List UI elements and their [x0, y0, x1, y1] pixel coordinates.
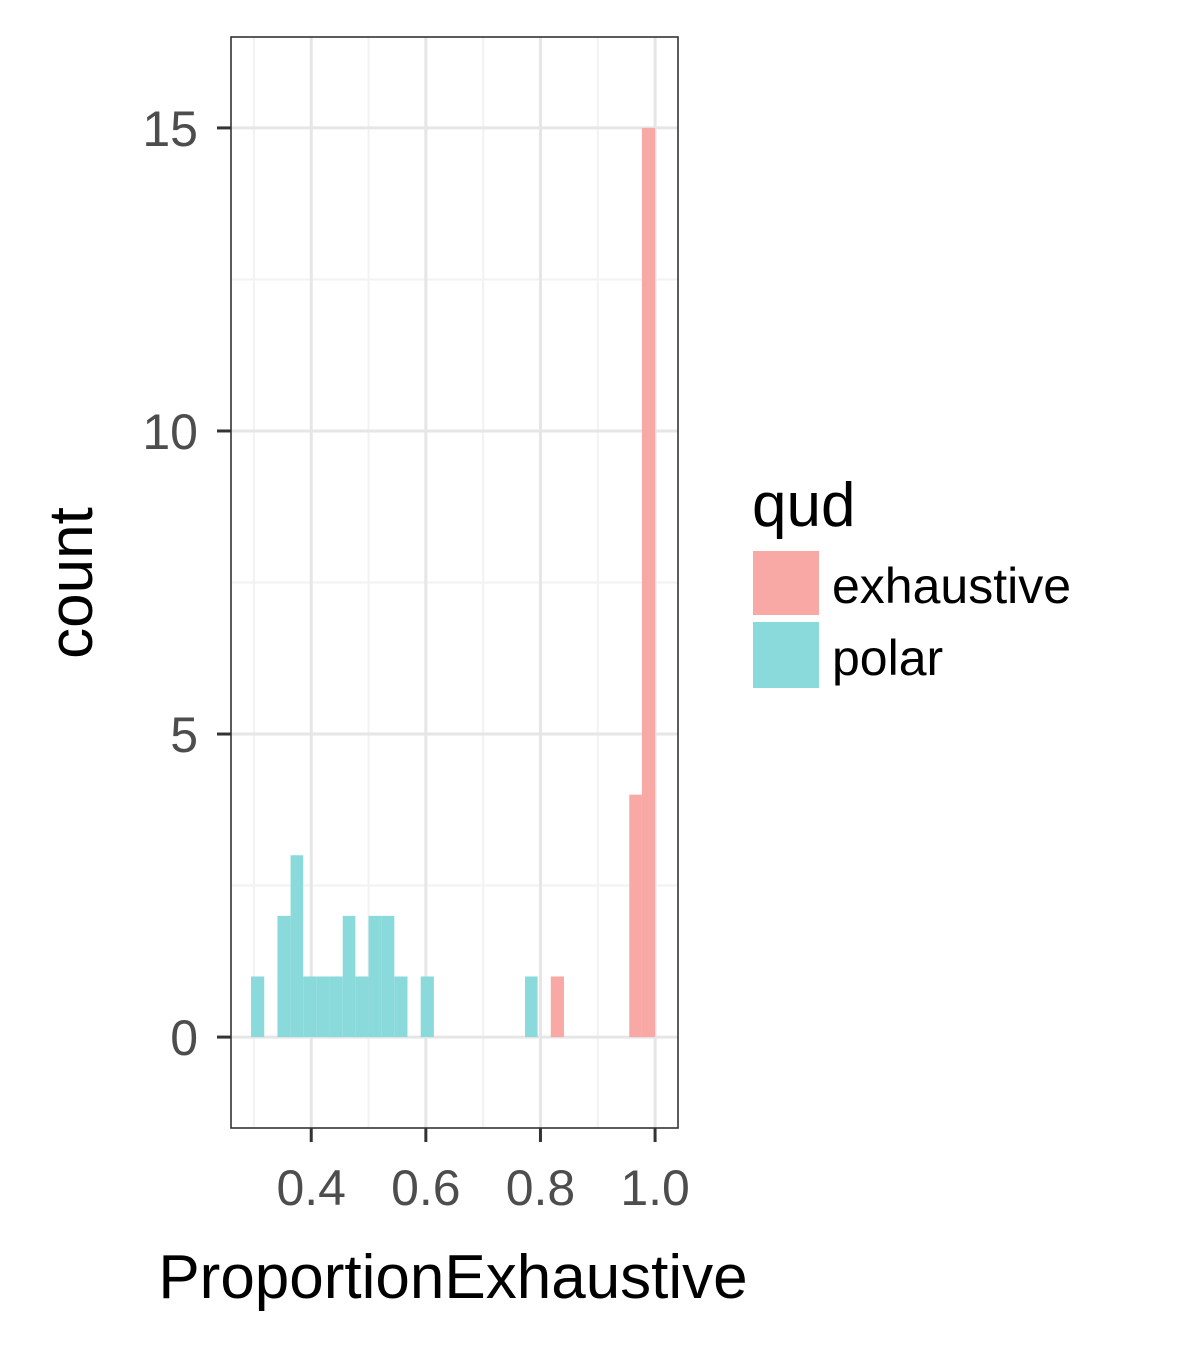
axis-ticks [217, 126, 657, 1142]
x-tick-label: 1.0 [620, 1160, 690, 1216]
legend-key-exhaustive [753, 551, 819, 615]
legend-label-polar: polar [832, 630, 943, 686]
histogram-bar-polar [420, 976, 434, 1038]
histogram-bar-exhaustive [550, 976, 564, 1038]
histogram-bar-polar [251, 976, 265, 1038]
legend-key-polar [753, 622, 819, 688]
y-tick-label: 0 [170, 1010, 198, 1066]
histogram-bar-polar [355, 976, 369, 1038]
histogram-bar-exhaustive [641, 127, 656, 1038]
histogram-bar-polar [381, 915, 395, 1038]
y-axis-title: count [37, 507, 106, 659]
histogram-bar-polar [277, 915, 291, 1038]
x-tick-label: 0.4 [276, 1160, 346, 1216]
x-tick-label: 0.6 [391, 1160, 461, 1216]
y-tick-label: 5 [170, 707, 198, 763]
legend-title: qud [752, 471, 855, 540]
tick-labels: 0.4 0.6 0.8 1.0 0 5 10 15 [142, 101, 689, 1216]
histogram-bar-polar [524, 976, 538, 1038]
histogram-bar-polar [394, 976, 408, 1038]
legend: qud exhaustive polar [752, 471, 1071, 688]
histogram-bar-polar [290, 855, 304, 1038]
y-tick-label: 15 [142, 101, 198, 157]
histogram-bar-polar [303, 976, 317, 1038]
histogram-bar-polar [316, 976, 330, 1038]
x-axis-title: ProportionExhaustive [158, 1243, 747, 1312]
x-tick-label: 0.8 [506, 1160, 576, 1216]
y-tick-label: 10 [142, 404, 198, 460]
histogram-bar-polar [329, 976, 343, 1038]
histogram-bar-exhaustive [629, 794, 642, 1038]
histogram-bar-polar [368, 915, 382, 1038]
histogram-bar-polar [342, 915, 356, 1038]
legend-label-exhaustive: exhaustive [832, 558, 1071, 614]
histogram-bars [251, 127, 656, 1038]
plot-panel-border [230, 36, 679, 1129]
